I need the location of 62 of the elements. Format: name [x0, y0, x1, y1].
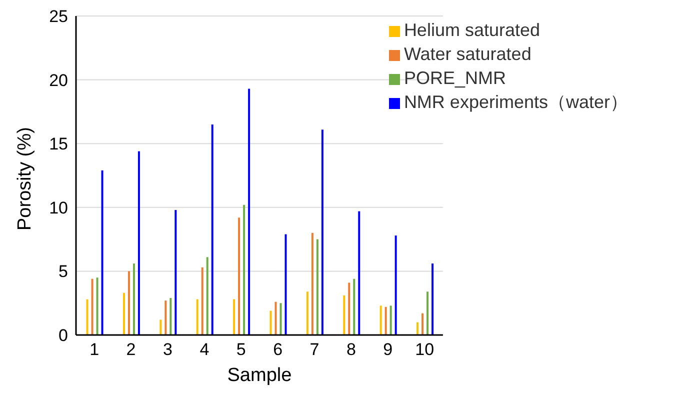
bar — [284, 234, 287, 335]
x-tick-label: 5 — [236, 340, 246, 360]
bar — [358, 211, 360, 335]
bar — [101, 170, 104, 335]
bar — [343, 295, 346, 335]
bar — [380, 306, 382, 335]
x-tick-label: 7 — [310, 340, 320, 360]
y-tick-label: 25 — [49, 7, 68, 26]
x-tick-label: 3 — [163, 340, 172, 360]
bar — [170, 298, 172, 335]
bar — [243, 204, 246, 335]
bar — [274, 302, 277, 335]
legend-label: NMR experiments（water） — [404, 92, 628, 112]
bar — [91, 278, 94, 335]
bar — [201, 267, 204, 335]
bar — [160, 320, 162, 335]
bar — [122, 292, 125, 335]
bar — [138, 151, 140, 335]
bar — [164, 300, 167, 335]
bar — [316, 239, 318, 335]
y-axis-title: Porosity (%) — [14, 127, 36, 230]
y-tick-label: 5 — [58, 262, 68, 282]
bar — [132, 264, 135, 335]
legend-label: Helium saturated — [404, 20, 540, 40]
bar — [248, 88, 250, 335]
bar — [384, 306, 387, 335]
bar — [348, 282, 350, 335]
bar — [238, 218, 240, 335]
x-tick-label: 1 — [90, 340, 100, 360]
bar — [311, 232, 314, 335]
bar — [353, 278, 356, 335]
bar — [128, 271, 130, 335]
bar — [426, 292, 429, 335]
x-tick-label: 8 — [346, 340, 356, 360]
x-tick-label: 9 — [383, 340, 393, 360]
bar — [196, 299, 198, 335]
bar — [422, 313, 424, 335]
bar — [416, 322, 419, 335]
bar — [233, 299, 236, 335]
x-tick-label: 4 — [200, 340, 210, 360]
legend-label: Water saturated — [404, 44, 532, 64]
x-tick-label: 10 — [415, 340, 434, 360]
bar — [390, 306, 392, 335]
bar — [270, 310, 272, 335]
y-tick-label: 0 — [58, 326, 68, 346]
bar — [96, 278, 98, 335]
bar — [306, 292, 308, 335]
bar — [280, 303, 282, 335]
bar — [321, 130, 324, 335]
y-tick-label: 20 — [49, 70, 68, 90]
y-tick-label: 10 — [49, 198, 68, 218]
x-tick-label: 2 — [126, 340, 136, 360]
bar — [206, 257, 208, 335]
y-tick-label: 15 — [49, 134, 68, 154]
bar — [211, 124, 214, 335]
legend-label: PORE_NMR — [404, 68, 506, 88]
bar — [174, 210, 177, 335]
bar — [86, 299, 88, 335]
x-tick-label: 6 — [273, 340, 283, 360]
bar — [432, 264, 434, 335]
bar — [394, 235, 397, 335]
x-axis-title: Sample — [227, 365, 292, 386]
